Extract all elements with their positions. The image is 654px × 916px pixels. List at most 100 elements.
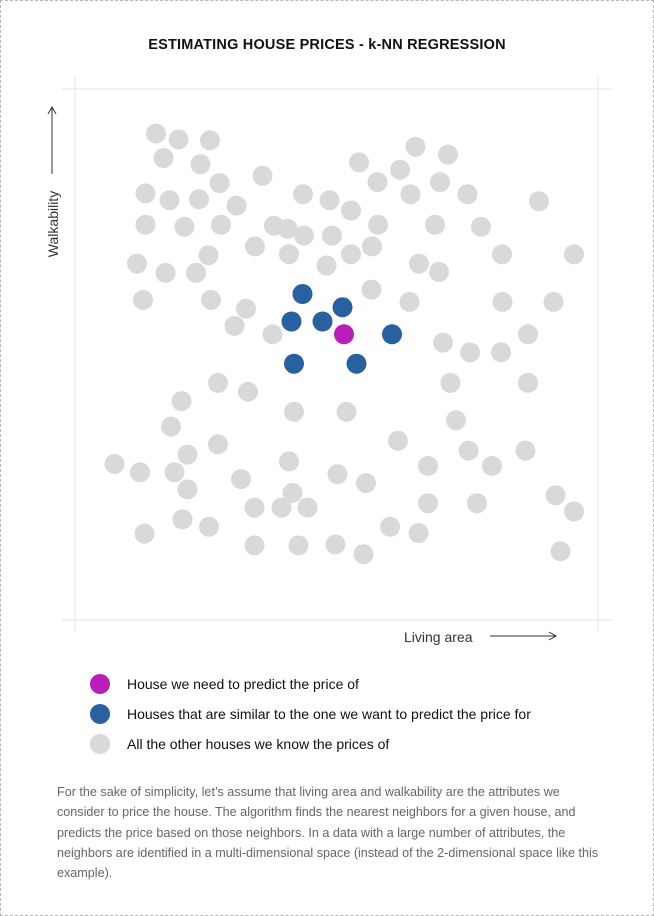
point-other-51 bbox=[492, 291, 513, 312]
point-other-40 bbox=[409, 253, 429, 274]
point-other-21 bbox=[226, 195, 247, 216]
point-other-0 bbox=[146, 123, 166, 144]
x-axis-label: Living area bbox=[404, 629, 473, 645]
point-other-96 bbox=[244, 535, 265, 556]
point-other-10 bbox=[209, 173, 230, 194]
point-neighbor-0 bbox=[292, 284, 313, 304]
point-other-54 bbox=[262, 324, 283, 345]
point-other-19 bbox=[457, 184, 478, 205]
point-other-99 bbox=[353, 544, 374, 565]
point-other-79 bbox=[231, 469, 251, 490]
point-other-23 bbox=[135, 214, 156, 235]
point-other-70 bbox=[458, 440, 479, 461]
point-other-29 bbox=[322, 225, 342, 246]
point-other-8 bbox=[390, 159, 410, 180]
point-other-100 bbox=[550, 541, 571, 562]
point-other-65 bbox=[336, 401, 357, 422]
point-other-9 bbox=[252, 165, 273, 186]
point-other-41 bbox=[492, 244, 512, 265]
point-other-28 bbox=[294, 225, 314, 246]
point-target-0 bbox=[334, 324, 354, 345]
point-other-90 bbox=[564, 501, 584, 522]
point-neighbor-4 bbox=[382, 324, 402, 345]
point-other-43 bbox=[155, 262, 176, 283]
arrow-head bbox=[47, 105, 57, 115]
point-other-12 bbox=[430, 172, 450, 193]
chart-title: ESTIMATING HOUSE PRICES - k-NN REGRESSIO… bbox=[148, 37, 506, 53]
point-other-17 bbox=[319, 190, 340, 211]
point-other-78 bbox=[482, 455, 502, 476]
point-other-33 bbox=[245, 236, 265, 257]
point-other-20 bbox=[529, 191, 549, 212]
legend-dot-other bbox=[90, 734, 110, 754]
point-other-49 bbox=[236, 298, 256, 319]
point-neighbor-1 bbox=[332, 297, 353, 318]
point-other-24 bbox=[174, 216, 195, 237]
point-other-77 bbox=[164, 462, 185, 483]
point-other-1 bbox=[168, 129, 189, 150]
point-other-36 bbox=[279, 244, 299, 265]
point-other-3 bbox=[153, 148, 174, 168]
point-neighbor-2 bbox=[281, 311, 302, 332]
point-other-82 bbox=[177, 479, 198, 500]
point-other-32 bbox=[471, 216, 491, 237]
point-other-75 bbox=[418, 455, 438, 476]
data-points bbox=[104, 123, 584, 565]
point-other-91 bbox=[172, 509, 193, 530]
point-other-52 bbox=[543, 291, 564, 312]
point-other-92 bbox=[199, 516, 219, 537]
point-neighbor-5 bbox=[284, 353, 304, 374]
explanation-note: For the sake of simplicity, let’s assume… bbox=[57, 785, 599, 881]
point-neighbor-6 bbox=[346, 353, 367, 374]
point-other-60 bbox=[238, 381, 258, 402]
point-other-83 bbox=[282, 482, 303, 503]
point-other-45 bbox=[429, 261, 449, 282]
point-other-42 bbox=[564, 244, 584, 265]
point-other-44 bbox=[186, 262, 206, 283]
y-axis-label: Walkability bbox=[45, 191, 61, 257]
point-other-30 bbox=[368, 214, 388, 235]
point-other-68 bbox=[388, 430, 408, 451]
point-other-74 bbox=[279, 451, 299, 472]
point-other-71 bbox=[177, 444, 198, 465]
point-other-64 bbox=[284, 401, 304, 422]
point-other-61 bbox=[518, 372, 538, 393]
point-other-7 bbox=[349, 152, 369, 173]
point-other-73 bbox=[104, 453, 125, 474]
point-other-59 bbox=[208, 372, 228, 393]
point-other-4 bbox=[190, 154, 211, 175]
legend: House we need to predict the price of Ho… bbox=[90, 674, 531, 764]
legend-item-target: House we need to predict the price of bbox=[90, 674, 531, 704]
point-other-81 bbox=[356, 473, 376, 494]
legend-label-target: House we need to predict the price of bbox=[127, 676, 359, 692]
point-other-31 bbox=[425, 214, 445, 235]
point-other-80 bbox=[327, 464, 348, 485]
legend-item-neighbor: Houses that are similar to the one we wa… bbox=[90, 704, 531, 734]
point-other-27 bbox=[277, 218, 298, 239]
legend-label-neighbor: Houses that are similar to the one we wa… bbox=[127, 706, 531, 722]
point-other-63 bbox=[171, 391, 192, 412]
point-other-66 bbox=[446, 410, 466, 431]
arrow-head bbox=[548, 631, 558, 641]
point-other-16 bbox=[293, 184, 313, 205]
legend-dot-target bbox=[90, 674, 110, 694]
point-other-55 bbox=[518, 324, 538, 345]
point-other-97 bbox=[288, 535, 309, 556]
point-other-58 bbox=[491, 342, 511, 363]
legend-label-other: All the other houses we know the prices … bbox=[127, 736, 390, 752]
point-other-53 bbox=[224, 315, 245, 336]
point-other-25 bbox=[211, 214, 231, 235]
point-other-37 bbox=[341, 244, 361, 265]
point-other-56 bbox=[433, 332, 453, 353]
point-other-46 bbox=[361, 279, 382, 300]
point-other-38 bbox=[127, 253, 147, 274]
point-other-87 bbox=[467, 493, 487, 514]
point-other-85 bbox=[297, 497, 318, 518]
point-other-6 bbox=[438, 144, 458, 165]
axes bbox=[62, 76, 612, 632]
point-other-2 bbox=[200, 130, 220, 151]
point-other-67 bbox=[161, 416, 181, 437]
legend-dot-neighbor bbox=[90, 704, 110, 724]
point-other-86 bbox=[418, 493, 438, 514]
